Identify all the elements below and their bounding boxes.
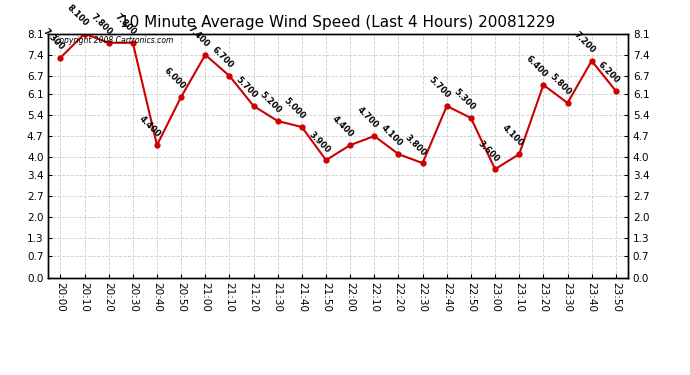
Text: 5.700: 5.700 bbox=[234, 75, 259, 100]
Text: 5.800: 5.800 bbox=[548, 72, 573, 98]
Text: 4.100: 4.100 bbox=[500, 123, 525, 148]
Text: 3.900: 3.900 bbox=[306, 130, 332, 154]
Text: 7.300: 7.300 bbox=[41, 27, 66, 52]
Text: 6.700: 6.700 bbox=[210, 45, 235, 70]
Text: 6.000: 6.000 bbox=[161, 66, 187, 92]
Text: 7.800: 7.800 bbox=[89, 12, 115, 37]
Text: 5.200: 5.200 bbox=[258, 90, 284, 116]
Text: 5.000: 5.000 bbox=[282, 96, 308, 122]
Text: 6.200: 6.200 bbox=[596, 60, 622, 86]
Text: 4.400: 4.400 bbox=[331, 114, 356, 140]
Text: 4.400: 4.400 bbox=[137, 114, 163, 140]
Text: 3.800: 3.800 bbox=[403, 133, 428, 158]
Text: 3.600: 3.600 bbox=[475, 139, 501, 164]
Text: 6.400: 6.400 bbox=[524, 54, 549, 80]
Text: 4.700: 4.700 bbox=[355, 105, 380, 130]
Text: Copyright 2008 Cartronics.com: Copyright 2008 Cartronics.com bbox=[54, 36, 173, 45]
Text: 4.100: 4.100 bbox=[379, 123, 404, 148]
Text: 7.200: 7.200 bbox=[572, 30, 598, 55]
Text: 8.100: 8.100 bbox=[65, 3, 90, 28]
Text: 7.400: 7.400 bbox=[186, 24, 211, 49]
Text: 5.700: 5.700 bbox=[427, 75, 453, 100]
Text: 7.800: 7.800 bbox=[113, 12, 139, 37]
Text: 5.300: 5.300 bbox=[451, 87, 477, 112]
Title: 10 Minute Average Wind Speed (Last 4 Hours) 20081229: 10 Minute Average Wind Speed (Last 4 Hou… bbox=[121, 15, 555, 30]
